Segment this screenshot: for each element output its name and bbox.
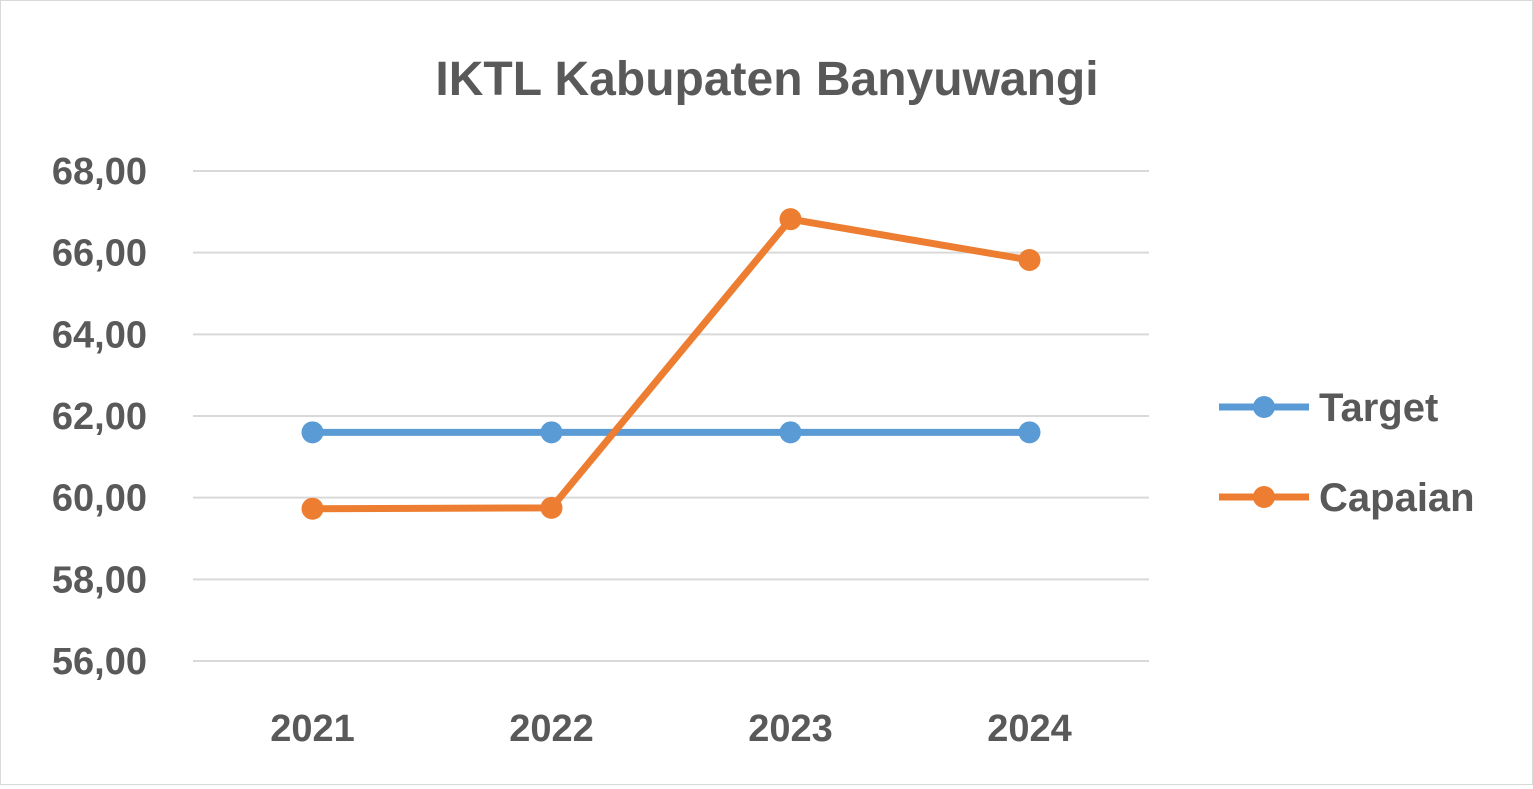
series-layer <box>301 208 1041 520</box>
series-capaian <box>301 208 1041 520</box>
x-axis-ticks: 2021 2022 2023 2024 <box>270 708 1072 750</box>
legend-item-capaian: Capaian <box>1219 476 1475 520</box>
data-point-target-2022 <box>540 421 563 444</box>
data-point-target-2023 <box>779 421 802 444</box>
data-point-capaian-2022 <box>540 496 563 519</box>
data-point-capaian-2024 <box>1018 249 1041 272</box>
data-point-target-2024 <box>1018 421 1041 444</box>
y-tick-label: 68,00 <box>52 151 147 193</box>
y-tick-label: 56,00 <box>52 641 147 683</box>
data-point-capaian-2021 <box>301 497 324 520</box>
y-tick-label: 66,00 <box>52 233 147 275</box>
y-tick-label: 60,00 <box>52 478 147 520</box>
y-axis-ticks: 56,00 58,00 60,00 62,00 64,00 66,00 68,00 <box>52 151 147 683</box>
chart-title: IKTL Kabupaten Banyuwangi <box>435 53 1098 106</box>
data-point-capaian-2023 <box>779 208 802 231</box>
data-point-target-2021 <box>301 421 324 444</box>
y-tick-label: 64,00 <box>52 314 147 356</box>
series-target <box>301 421 1041 444</box>
x-tick-label: 2023 <box>748 708 833 750</box>
series-line-capaian <box>309 215 1033 513</box>
legend: Target Capaian <box>1219 386 1475 520</box>
legend-label: Target <box>1319 386 1438 430</box>
x-tick-label: 2022 <box>509 708 594 750</box>
x-tick-label: 2024 <box>987 708 1072 750</box>
legend-item-target: Target <box>1219 386 1438 430</box>
legend-label: Capaian <box>1319 476 1475 520</box>
gridlines <box>193 170 1149 662</box>
x-tick-label: 2021 <box>270 708 355 750</box>
legend-marker <box>1253 396 1275 418</box>
legend-marker <box>1253 486 1275 508</box>
y-tick-label: 62,00 <box>52 396 147 438</box>
y-tick-label: 58,00 <box>52 559 147 601</box>
